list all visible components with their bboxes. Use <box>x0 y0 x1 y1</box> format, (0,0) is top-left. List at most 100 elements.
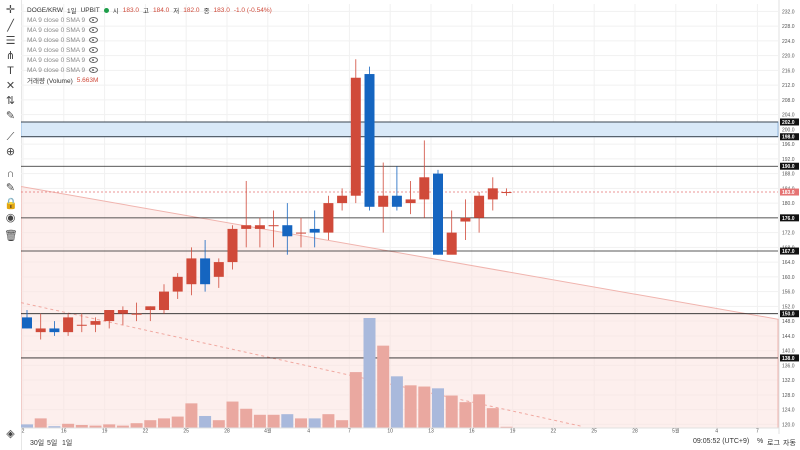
candle-body[interactable] <box>405 199 416 204</box>
price-label: 198.0 <box>782 135 795 141</box>
candle-body[interactable] <box>487 188 498 200</box>
candle-body[interactable] <box>391 195 402 207</box>
market-status-icon <box>103 7 109 13</box>
candle-body[interactable] <box>446 232 457 255</box>
time-tick-label: 5월 <box>672 428 680 435</box>
candle-body[interactable] <box>76 324 87 326</box>
visibility-eye-icon[interactable] <box>89 27 99 33</box>
price-tick-label: 196.0 <box>782 142 795 148</box>
candle-body[interactable] <box>117 310 128 314</box>
ma-indicator-row[interactable]: MA 9 close 0 SMA 9 <box>27 25 272 35</box>
price-tick-label: 120.0 <box>782 422 795 428</box>
volume-row[interactable]: 거래량 (Volume) 5.663M <box>27 75 272 86</box>
candle-body[interactable] <box>419 177 430 200</box>
pitchfork-icon[interactable]: ⋔ <box>5 50 16 62</box>
time-tick-label: 28 <box>632 429 638 435</box>
ma-indicator-label: MA 9 close 0 SMA 9 <box>27 46 86 54</box>
price-label: 167.0 <box>782 249 795 255</box>
candle-body[interactable] <box>49 328 60 333</box>
volume-bar <box>500 426 513 428</box>
candle-body[interactable] <box>241 225 252 229</box>
candle-body[interactable] <box>131 313 142 315</box>
candle-body[interactable] <box>309 228 320 233</box>
ma-indicator-row[interactable]: MA 9 close 0 SMA 9 <box>27 15 272 25</box>
candle-body[interactable] <box>501 192 512 194</box>
price-tick-label: 220.0 <box>782 54 795 60</box>
text-tool-icon[interactable]: T <box>7 65 14 77</box>
horizontal-lines-icon[interactable]: ☰ <box>5 35 16 47</box>
candle-body[interactable] <box>35 328 46 333</box>
zoom-in-icon[interactable]: ⊕ <box>5 146 16 158</box>
candle-body[interactable] <box>63 317 74 333</box>
candle-body[interactable] <box>172 276 183 292</box>
pattern-icon[interactable]: ✕ <box>5 80 16 92</box>
range-30d-button[interactable]: 30일 <box>30 440 45 447</box>
candle-body[interactable] <box>268 225 279 227</box>
chart-area[interactable]: 120.0 124.0 128.0 132.0 136.0 140.0 144.0 148.0… <box>21 0 800 434</box>
candle-body[interactable] <box>337 195 348 204</box>
visibility-eye-icon[interactable] <box>89 47 99 53</box>
time-tick-label: 7 <box>348 429 351 435</box>
ma-indicator-row[interactable]: MA 9 close 0 SMA 9 <box>27 45 272 55</box>
drawing-toolbar: ✛ ╱ ☰ ⋔ T ✕ ⇅ ✎ ⟋ ⊕ ∩ ✎ 🔒 ◉ 🗑 ◈ <box>0 0 22 450</box>
candle-body[interactable] <box>296 232 306 234</box>
visibility-eye-icon[interactable] <box>89 37 99 43</box>
clock-display[interactable]: 09:05:52 (UTC+9) <box>693 438 750 445</box>
price-tick-label: 204.0 <box>782 113 795 119</box>
percent-scale-button[interactable]: % <box>757 438 764 445</box>
candle-body[interactable] <box>145 306 156 311</box>
time-tick-label: 22 <box>551 429 557 435</box>
candle-body[interactable] <box>227 228 238 263</box>
candle-body[interactable] <box>22 317 32 329</box>
lock-icon[interactable]: 🔒 <box>4 198 18 210</box>
auto-scale-button[interactable]: 자동 <box>783 440 796 447</box>
candle-body[interactable] <box>213 262 224 277</box>
brush-icon[interactable]: ✎ <box>5 110 16 122</box>
candle-body[interactable] <box>282 225 293 237</box>
price-label: 183.0 <box>782 190 795 196</box>
candle-body[interactable] <box>200 258 211 285</box>
visibility-eye-icon[interactable] <box>89 57 99 63</box>
ma-indicator-row[interactable]: MA 9 close 0 SMA 9 <box>27 65 272 75</box>
volume-bar <box>486 408 499 428</box>
settings-icon[interactable]: ◈ <box>6 428 15 440</box>
price-tick-label: 224.0 <box>782 39 795 45</box>
candle-body[interactable] <box>378 195 389 207</box>
visibility-eye-icon[interactable] <box>89 17 99 23</box>
trend-line-icon[interactable]: ╱ <box>7 20 14 32</box>
volume-bar <box>158 418 170 428</box>
interval-label[interactable]: 1일 <box>67 8 77 15</box>
log-scale-button[interactable]: 로그 <box>767 440 780 447</box>
candle-body[interactable] <box>254 225 265 229</box>
trash-icon[interactable]: 🗑 <box>4 230 18 242</box>
volume-bar <box>432 388 444 428</box>
candle-body[interactable] <box>364 74 375 207</box>
volume-bar <box>212 420 225 428</box>
ma-indicator-row[interactable]: MA 9 close 0 SMA 9 <box>27 55 272 65</box>
candle-body[interactable] <box>350 77 361 196</box>
candle-body[interactable] <box>104 310 115 322</box>
ruler-icon[interactable]: ⟋ <box>6 131 15 143</box>
ma-indicator-label: MA 9 close 0 SMA 9 <box>27 26 86 34</box>
eye-icon[interactable]: ◉ <box>5 212 16 224</box>
resistance-zone[interactable] <box>21 121 779 138</box>
lock-drawing-icon[interactable]: ✎ <box>5 182 16 194</box>
visibility-eye-icon[interactable] <box>89 67 99 73</box>
price-tick-label: 228.0 <box>782 24 795 30</box>
candle-body[interactable] <box>186 258 197 285</box>
ma-indicator-row[interactable]: MA 9 close 0 SMA 9 <box>27 35 272 45</box>
candle-body[interactable] <box>460 217 471 222</box>
candle-body[interactable] <box>159 291 169 311</box>
symbol-row: DOGE/KRW 1일 UPBIT 시 183.0 고 184.0 저 182.0 종… <box>27 5 272 16</box>
candle-body[interactable] <box>474 195 485 218</box>
crosshair-icon[interactable]: ✛ <box>5 4 16 16</box>
range-5d-button[interactable]: 5일 <box>47 440 58 447</box>
prediction-icon[interactable]: ⇅ <box>5 95 16 107</box>
candle-body[interactable] <box>433 173 443 255</box>
candle-body[interactable] <box>90 321 101 325</box>
candle-body[interactable] <box>323 203 334 233</box>
price-tick-label: 200.0 <box>782 127 795 133</box>
symbol-name[interactable]: DOGE/KRW <box>27 6 63 14</box>
magnet-icon[interactable]: ∩ <box>6 168 15 180</box>
range-1d-button[interactable]: 1일 <box>62 440 73 447</box>
